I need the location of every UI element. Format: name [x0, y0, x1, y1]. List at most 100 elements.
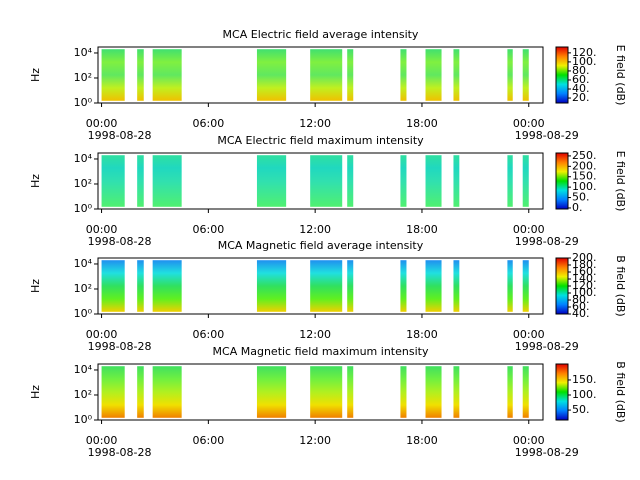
y-tick-label: 10⁰ [74, 307, 93, 320]
x-tick-label: 18:00 [406, 223, 438, 236]
data-block [137, 155, 144, 207]
data-block [310, 260, 343, 312]
colorbar-label: E field (dB) [614, 151, 627, 212]
data-block [425, 155, 442, 207]
data-block [507, 155, 513, 207]
colorbar [556, 364, 568, 420]
data-block [137, 366, 144, 418]
x-tick-label: 06:00 [193, 223, 225, 236]
x-tick-label: 00:00 [86, 117, 118, 130]
colorbar-tick-label: 0. [572, 201, 583, 214]
x-tick-label: 12:00 [299, 223, 331, 236]
colorbar-tick-label: 150. [572, 373, 597, 386]
x-tick-label: 06:00 [193, 117, 225, 130]
data-block [453, 366, 460, 418]
colorbar-frame [555, 152, 569, 210]
colorbar-tick-label: 120. [572, 46, 597, 59]
colorbar-tick-label: 180. [572, 258, 597, 271]
data-block [152, 49, 182, 101]
data-block [310, 366, 343, 418]
colorbar [556, 47, 568, 103]
data-block [507, 366, 513, 418]
data-block [256, 49, 287, 101]
y-tick-label: 10⁴ [74, 46, 93, 59]
y-tick-label: 10⁴ [74, 363, 93, 376]
data-block [256, 260, 287, 312]
x-tick-label: 00:00 [86, 328, 118, 341]
x-tick-label: 12:00 [299, 434, 331, 447]
plot-frame [97, 152, 544, 210]
data-block [152, 260, 182, 312]
colorbar-tick-label: 140. [572, 272, 597, 285]
data-block [400, 260, 407, 312]
colorbar-tick-label: 80. [572, 64, 590, 77]
chart-title: MCA Magnetic field average intensity [218, 239, 424, 252]
x-tick-label: 18:00 [406, 117, 438, 130]
colorbar-tick-label: 250. [572, 149, 597, 162]
plot-frame [97, 257, 544, 315]
data-block [101, 260, 125, 312]
colorbar-label: B field (dB) [614, 361, 627, 422]
data-block [425, 260, 442, 312]
y-tick-label: 10⁴ [74, 152, 93, 165]
data-block [256, 155, 287, 207]
data-block [101, 49, 125, 101]
data-block [522, 49, 529, 101]
data-block [453, 49, 460, 101]
colorbar-tick-label: 50. [572, 191, 590, 204]
x-tick-label: 06:00 [193, 328, 225, 341]
date-label: 1998-08-28 [88, 446, 152, 459]
y-tick-label: 10² [74, 282, 92, 295]
data-block [453, 155, 460, 207]
data-block [522, 260, 529, 312]
date-label: 1998-08-29 [515, 235, 579, 248]
colorbar-tick-label: 100. [572, 55, 597, 68]
x-tick-label: 00:00 [513, 328, 545, 341]
x-tick-label: 06:00 [193, 434, 225, 447]
x-tick-label: 00:00 [86, 223, 118, 236]
colorbar-tick-label: 200. [572, 159, 597, 172]
data-block [425, 366, 442, 418]
y-tick-label: 10⁴ [74, 257, 93, 270]
data-block [347, 260, 354, 312]
data-block [347, 49, 354, 101]
x-tick-label: 12:00 [299, 117, 331, 130]
colorbar [556, 153, 568, 209]
data-block [256, 366, 287, 418]
y-axis-label: Hz [29, 385, 42, 399]
y-tick-label: 10² [74, 71, 92, 84]
colorbar-tick-label: 160. [572, 265, 597, 278]
x-tick-label: 00:00 [513, 223, 545, 236]
y-tick-label: 10² [74, 388, 92, 401]
data-block [137, 260, 144, 312]
colorbar-tick-label: 50. [572, 403, 590, 416]
data-block [453, 260, 460, 312]
chart-title: MCA Magnetic field maximum intensity [213, 345, 429, 358]
y-tick-label: 10⁰ [74, 202, 93, 215]
colorbar [556, 258, 568, 314]
date-label: 1998-08-28 [88, 129, 152, 142]
x-tick-label: 00:00 [513, 117, 545, 130]
colorbar-tick-label: 100. [572, 180, 597, 193]
colorbar-tick-label: 60. [572, 300, 590, 313]
plot-frame [97, 363, 544, 421]
data-block [101, 155, 125, 207]
y-axis-label: Hz [29, 68, 42, 82]
data-block [347, 366, 354, 418]
x-tick-label: 00:00 [86, 434, 118, 447]
x-tick-label: 12:00 [299, 328, 331, 341]
date-label: 1998-08-28 [88, 340, 152, 353]
colorbar-tick-label: 80. [572, 293, 590, 306]
date-label: 1998-08-29 [515, 340, 579, 353]
y-axis-label: Hz [29, 279, 42, 293]
data-block [101, 366, 125, 418]
data-block [507, 49, 513, 101]
colorbar-tick-label: 100. [572, 286, 597, 299]
x-tick-label: 18:00 [406, 434, 438, 447]
colorbar-tick-label: 120. [572, 279, 597, 292]
data-block [522, 366, 529, 418]
data-block [310, 155, 343, 207]
date-label: 1998-08-29 [515, 129, 579, 142]
y-axis-label: Hz [29, 174, 42, 188]
plot-frame [97, 46, 544, 104]
